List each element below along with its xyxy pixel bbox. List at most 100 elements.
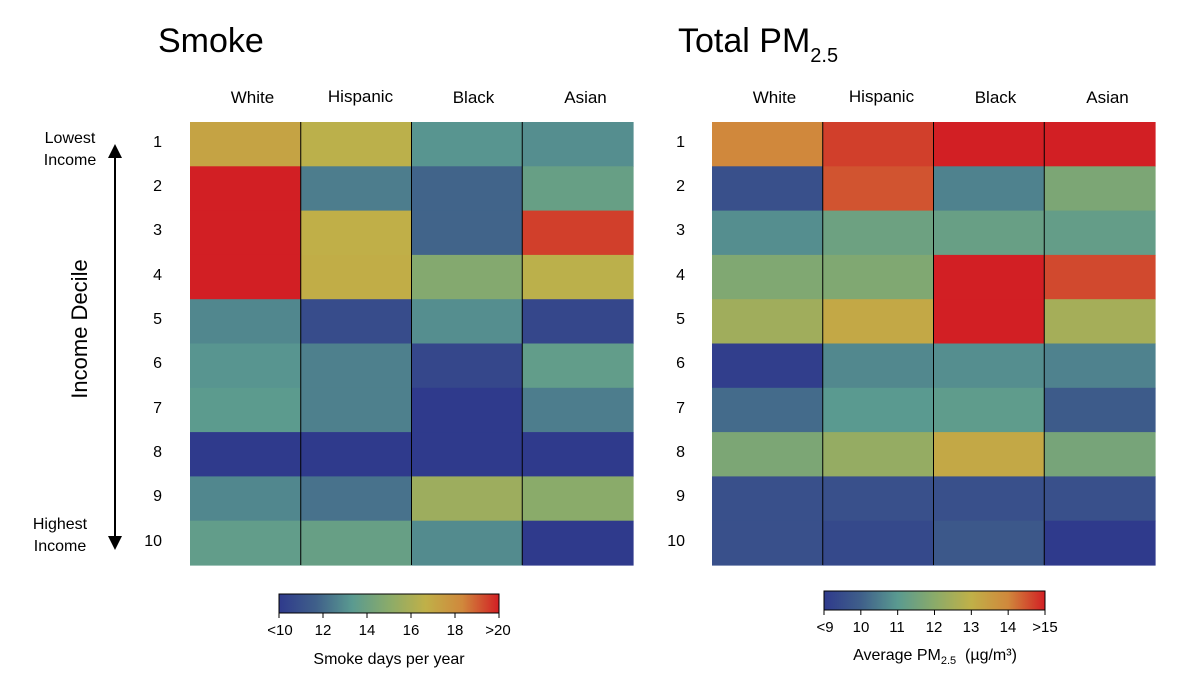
pm25-title-subscript: 2.5 <box>810 45 839 67</box>
smoke-cell-row6-hispanic <box>300 343 413 389</box>
smoke-colorbar <box>278 593 500 614</box>
smoke-cell-row10-asian <box>522 520 634 566</box>
smoke-title: Smoke <box>158 22 264 60</box>
pm25-cell-row5-black <box>933 299 1045 345</box>
smoke-cell-row5-black <box>411 299 523 345</box>
pm25-cell-row1-white <box>712 122 824 167</box>
smoke-heatmap <box>190 122 634 566</box>
smoke-cell-row5-white <box>190 299 302 345</box>
smoke-colorbar-tick: <10 <box>267 622 293 639</box>
smoke-colorbar-tick: 16 <box>402 622 420 639</box>
pm25-colorbar-title-sub: 2.5 <box>940 655 957 667</box>
smoke-cell-row9-white <box>190 476 302 522</box>
smoke-cell-row5-hispanic <box>300 299 413 345</box>
pm25-colorbar-title: Average PM2.5 (µg/m³) <box>810 647 1060 667</box>
pm25-cell-row6-hispanic <box>822 343 935 389</box>
smoke-row-label: 3 <box>153 222 162 239</box>
smoke-cell-row8-black <box>411 432 523 477</box>
pm25-cell-row10-white <box>712 520 824 566</box>
smoke-colorbar-tick: 12 <box>314 622 332 639</box>
smoke-cell-row2-black <box>411 166 523 212</box>
smoke-cell-row7-black <box>411 387 523 433</box>
pm25-row-label: 5 <box>676 311 685 328</box>
pm25-row-label: 9 <box>676 488 685 505</box>
smoke-row-label: 10 <box>144 533 162 550</box>
pm25-cell-row4-asian <box>1044 254 1156 300</box>
smoke-cell-row1-black <box>411 122 523 167</box>
smoke-cell-row4-asian <box>522 254 634 300</box>
smoke-cell-row7-white <box>190 387 302 433</box>
pm25-cell-row2-white <box>712 166 824 212</box>
smoke-cell-row1-hispanic <box>300 122 413 167</box>
smoke-cell-row1-white <box>190 122 302 167</box>
pm25-cell-row7-asian <box>1044 387 1156 433</box>
pm25-row-label: 6 <box>676 355 685 372</box>
smoke-row-label: 2 <box>153 178 162 195</box>
smoke-cell-row9-hispanic <box>300 476 413 522</box>
pm25-cell-row10-hispanic <box>822 520 935 566</box>
pm25-col-black: Black <box>974 88 1017 107</box>
highest-income-line1: Highest <box>32 516 88 533</box>
pm25-col-white: White <box>752 88 797 107</box>
smoke-cell-row6-white <box>190 343 302 389</box>
pm25-row-label: 7 <box>676 400 685 417</box>
smoke-cell-row7-hispanic <box>300 387 413 433</box>
pm25-cell-row10-asian <box>1044 520 1156 566</box>
income-decile-axis-title: Income Decile <box>67 259 92 399</box>
pm25-colorbar-tick: <9 <box>816 619 834 636</box>
smoke-col-black: Black <box>452 88 495 107</box>
smoke-col-white: White <box>230 88 275 107</box>
smoke-row-label: 6 <box>153 355 162 372</box>
smoke-cell-row9-asian <box>522 476 634 522</box>
pm25-cell-row7-hispanic <box>822 387 935 433</box>
smoke-row-label: 8 <box>153 444 162 461</box>
pm25-cell-row9-black <box>933 476 1045 522</box>
smoke-cell-row3-white <box>190 210 302 256</box>
smoke-cell-row5-asian <box>522 299 634 345</box>
highest-income-line2: Income <box>33 538 87 555</box>
pm25-cell-row3-white <box>712 210 824 256</box>
pm25-title: Total PM2.5 <box>678 22 838 67</box>
pm25-cell-row1-asian <box>1044 122 1156 167</box>
pm25-cell-row6-black <box>933 343 1045 389</box>
pm25-cell-row4-hispanic <box>822 254 935 300</box>
smoke-cell-row8-hispanic <box>300 432 413 477</box>
pm25-row-label: 1 <box>676 134 685 151</box>
pm25-colorbar-tick: 13 <box>962 619 980 636</box>
smoke-cell-row2-hispanic <box>300 166 413 212</box>
pm25-cell-row9-asian <box>1044 476 1156 522</box>
smoke-row-label: 9 <box>153 488 162 505</box>
pm25-cell-row1-black <box>933 122 1045 167</box>
pm25-cell-row2-hispanic <box>822 166 935 212</box>
pm25-colorbar-tick: 11 <box>889 619 905 636</box>
smoke-row-label: 1 <box>153 134 162 151</box>
smoke-cell-row7-asian <box>522 387 634 433</box>
smoke-cell-row8-asian <box>522 432 634 477</box>
pm25-cell-row8-asian <box>1044 432 1156 477</box>
smoke-colorbar-tick: >20 <box>485 622 511 639</box>
smoke-cell-row4-hispanic <box>300 254 413 300</box>
pm25-cell-row6-white <box>712 343 824 389</box>
pm25-col-asian: Asian <box>1086 88 1129 107</box>
pm25-row-label: 3 <box>676 222 685 239</box>
smoke-col-asian: Asian <box>564 88 607 107</box>
smoke-row-label: 5 <box>153 311 162 328</box>
pm25-cell-row7-black <box>933 387 1045 433</box>
smoke-cell-row10-white <box>190 520 302 566</box>
pm25-cell-row8-hispanic <box>822 432 935 477</box>
smoke-cell-row9-black <box>411 476 523 522</box>
smoke-cell-row3-hispanic <box>300 210 413 256</box>
pm25-cell-row5-asian <box>1044 299 1156 345</box>
pm25-cell-row2-black <box>933 166 1045 212</box>
smoke-col-hispanic: Hispanic <box>327 87 394 106</box>
smoke-cell-row2-asian <box>522 166 634 212</box>
pm25-colorbar-title-main: Average PM <box>853 647 941 664</box>
smoke-colorbar-tick: 14 <box>358 622 376 639</box>
smoke-cell-row2-white <box>190 166 302 212</box>
smoke-cell-row1-asian <box>522 122 634 167</box>
pm25-row-label: 2 <box>676 178 685 195</box>
smoke-row-label: 4 <box>153 267 162 284</box>
pm25-cell-row7-white <box>712 387 824 433</box>
pm25-row-label: 4 <box>676 267 685 284</box>
